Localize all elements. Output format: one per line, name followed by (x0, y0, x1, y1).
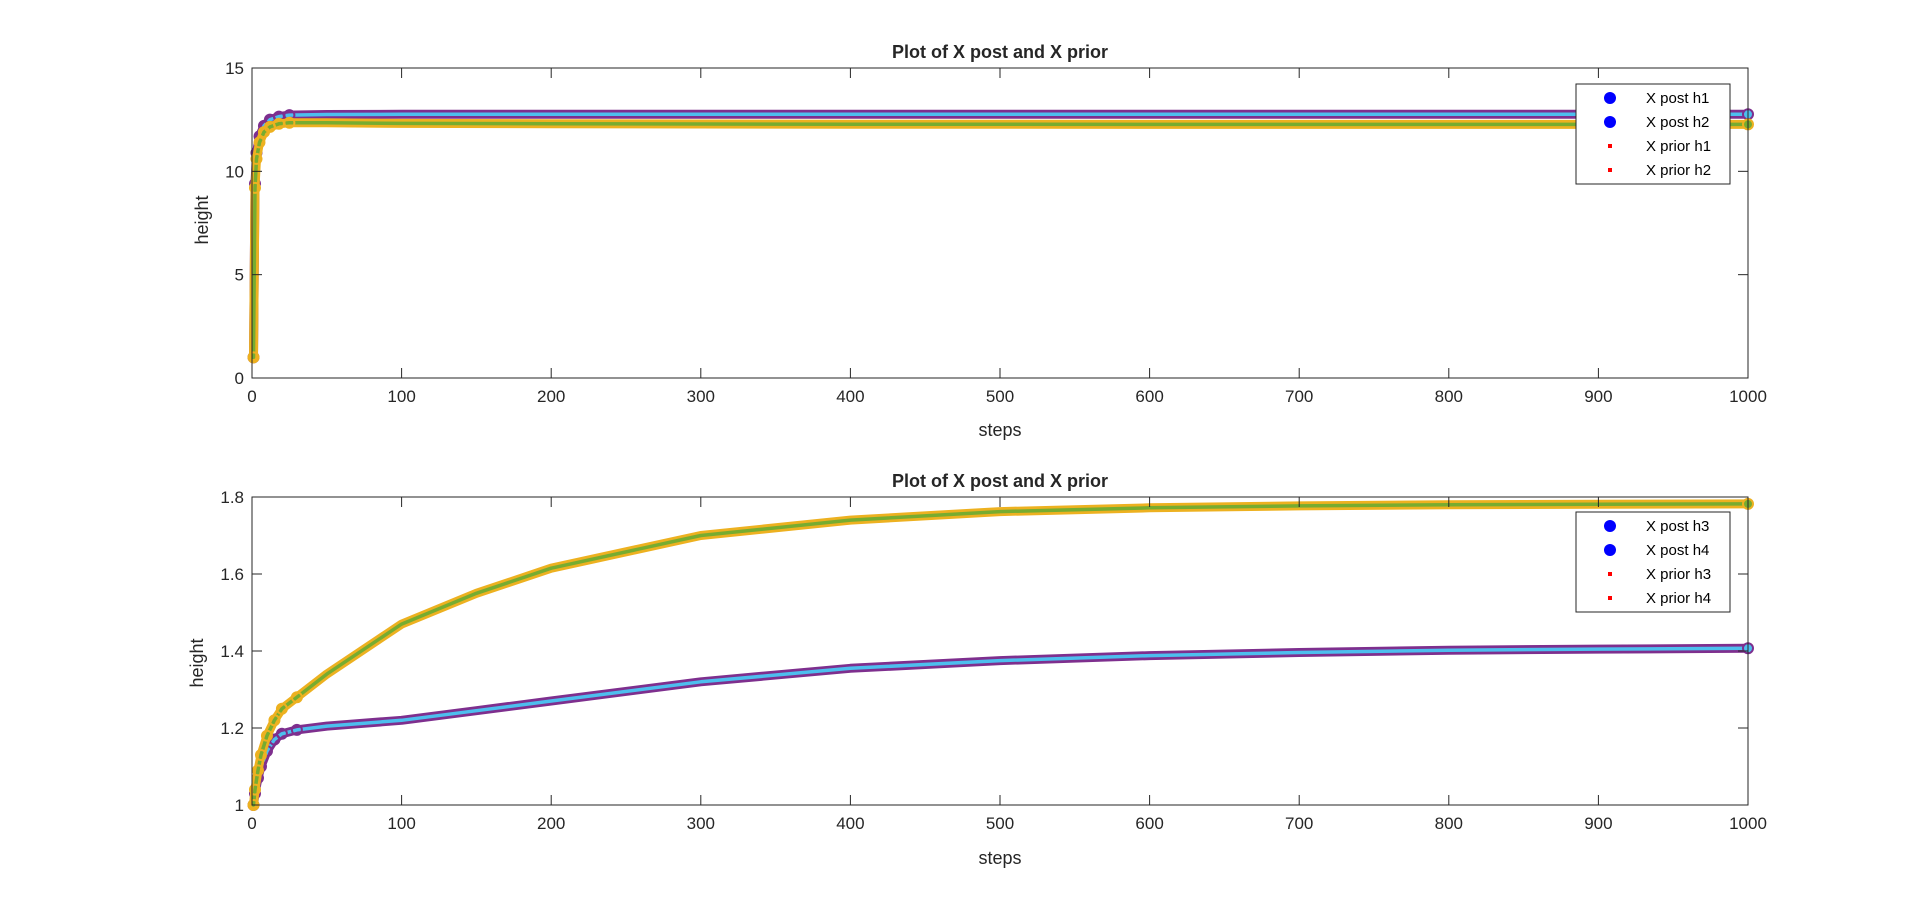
subplot-bottom-xtick-label: 500 (986, 814, 1014, 833)
subplot-top-legend-label: X prior h1 (1646, 138, 1711, 155)
subplot-top-legend-label: X post h2 (1646, 114, 1709, 131)
subplot-bottom-ytick-label: 1.4 (220, 642, 244, 661)
subplot-top-series-1-outer-line (249, 118, 1753, 362)
subplot-bottom-axes-box (251, 496, 1749, 806)
subplot-top-xlabel: steps (978, 420, 1021, 440)
subplot-bottom-legend: X post h3 X post h4 X prior h3 X prior h4 (1575, 511, 1731, 613)
subplot-bottom-legend-label: X post h3 (1646, 518, 1709, 535)
subplot-bottom-xtick-label: 100 (387, 814, 415, 833)
subplot-top-series-1-inner-line (251, 121, 1750, 360)
subplot-top-ticks: 0 100 200 300 400 500 600 700 800 900 1000 0 5 10 15 (225, 59, 1767, 406)
subplot-bottom-ylabel: height (187, 638, 207, 687)
subplot-top: Plot of X post and X prior steps height … (192, 42, 1767, 440)
subplot-top-series-1-point (253, 136, 266, 149)
subplot-bottom-series-1-point (275, 702, 288, 715)
subplot-top-axes-box (251, 67, 1749, 379)
subplot-bottom-ticks: 0 100 200 300 400 500 600 700 800 900 1000 1 1.2 1.4 1… (220, 488, 1767, 833)
subplot-top-legend-marker (1604, 116, 1616, 128)
subplot-top-marks (247, 108, 1754, 364)
subplot-bottom-xtick-label: 0 (247, 814, 256, 833)
subplot-bottom-marks (247, 497, 1754, 811)
subplot-bottom-xtick-label: 900 (1584, 814, 1612, 833)
subplot-bottom-ytick-label: 1.6 (220, 565, 244, 584)
subplot-top-ytick-label: 5 (235, 266, 244, 285)
subplot-top-ytick-label: 10 (225, 162, 244, 181)
subplot-top-ylabel: height (192, 195, 212, 244)
subplot-bottom-legend-marker (1604, 520, 1616, 532)
subplot-top-xtick-label: 400 (836, 387, 864, 406)
subplot-top-legend-marker (1608, 144, 1612, 148)
subplot-bottom-xtick-label: 1000 (1729, 814, 1767, 833)
subplot-top-xtick-label: 300 (687, 387, 715, 406)
subplot-top-xtick-label: 800 (1435, 387, 1463, 406)
subplot-bottom-legend-label: X prior h4 (1646, 590, 1711, 607)
subplot-bottom-series-0-outer-line (249, 643, 1753, 810)
subplot-top-xtick-label: 600 (1135, 387, 1163, 406)
subplot-bottom-series-1-inner-line (251, 502, 1750, 807)
subplot-bottom-legend-label: X prior h3 (1646, 566, 1711, 583)
subplot-top-xtick-label: 500 (986, 387, 1014, 406)
subplot-bottom-legend-marker (1604, 544, 1616, 556)
subplot-bottom: Plot of X post and X prior steps height … (187, 471, 1767, 868)
subplot-top-xtick-label: 900 (1584, 387, 1612, 406)
subplot-top-xtick-label: 0 (247, 387, 256, 406)
subplot-top-series-1-point (250, 152, 263, 165)
subplot-top-ytick-label: 0 (235, 369, 244, 388)
subplot-bottom-xtick-label: 200 (537, 814, 565, 833)
subplot-bottom-title: Plot of X post and X prior (892, 471, 1108, 491)
subplot-bottom-xtick-label: 800 (1435, 814, 1463, 833)
subplot-top-series-0-inner-line (251, 112, 1750, 360)
subplot-bottom-xtick-label: 400 (836, 814, 864, 833)
subplot-bottom-legend-box (1575, 511, 1731, 613)
subplot-top-series-1-point (247, 351, 260, 364)
subplot-top-xtick-label: 700 (1285, 387, 1313, 406)
subplot-top-legend-box (1575, 83, 1731, 185)
subplot-bottom-ytick-label: 1.8 (220, 488, 244, 507)
subplot-bottom-series-1-point (251, 764, 264, 777)
subplot-bottom-series-1-point (254, 748, 267, 761)
subplot-bottom-legend-marker (1608, 596, 1612, 600)
subplot-bottom-series-0-inner-line (251, 646, 1750, 807)
subplot-top-legend-label: X prior h2 (1646, 162, 1711, 179)
subplot-bottom-series-0-point (275, 727, 288, 740)
subplot-bottom-legend-label: X post h4 (1646, 542, 1709, 559)
subplot-bottom-xtick-label: 600 (1135, 814, 1163, 833)
subplot-top-series-0-outer-line (249, 109, 1753, 362)
subplot-bottom-ytick-label: 1 (235, 796, 244, 815)
subplot-bottom-series-1-point (248, 783, 261, 796)
subplot-top-legend: X post h1 X post h2 X prior h1 X prior h2 (1575, 83, 1731, 185)
subplot-top-ytick-label: 15 (225, 59, 244, 78)
subplot-bottom-legend-marker (1608, 572, 1612, 576)
subplot-bottom-series-0-point (290, 723, 303, 736)
subplot-top-legend-marker (1608, 168, 1612, 172)
subplot-top-xtick-label: 200 (537, 387, 565, 406)
subplot-bottom-xlabel: steps (978, 848, 1021, 868)
subplot-top-title: Plot of X post and X prior (892, 42, 1108, 62)
subplot-top-legend-label: X post h1 (1646, 90, 1709, 107)
subplot-bottom-series-1-outer-line (249, 499, 1753, 810)
subplot-bottom-series-1-point (268, 714, 281, 727)
subplot-bottom-xtick-label: 700 (1285, 814, 1313, 833)
subplot-bottom-xtick-label: 300 (687, 814, 715, 833)
subplot-top-xtick-label: 1000 (1729, 387, 1767, 406)
subplot-bottom-series-1-point (290, 691, 303, 704)
subplot-top-series-1-point (248, 181, 261, 194)
subplot-bottom-series-1-point (260, 729, 273, 742)
subplot-top-xtick-label: 100 (387, 387, 415, 406)
subplot-top-series-1-point (283, 116, 296, 129)
subplot-bottom-ytick-label: 1.2 (220, 719, 244, 738)
subplot-top-legend-marker (1604, 92, 1616, 104)
